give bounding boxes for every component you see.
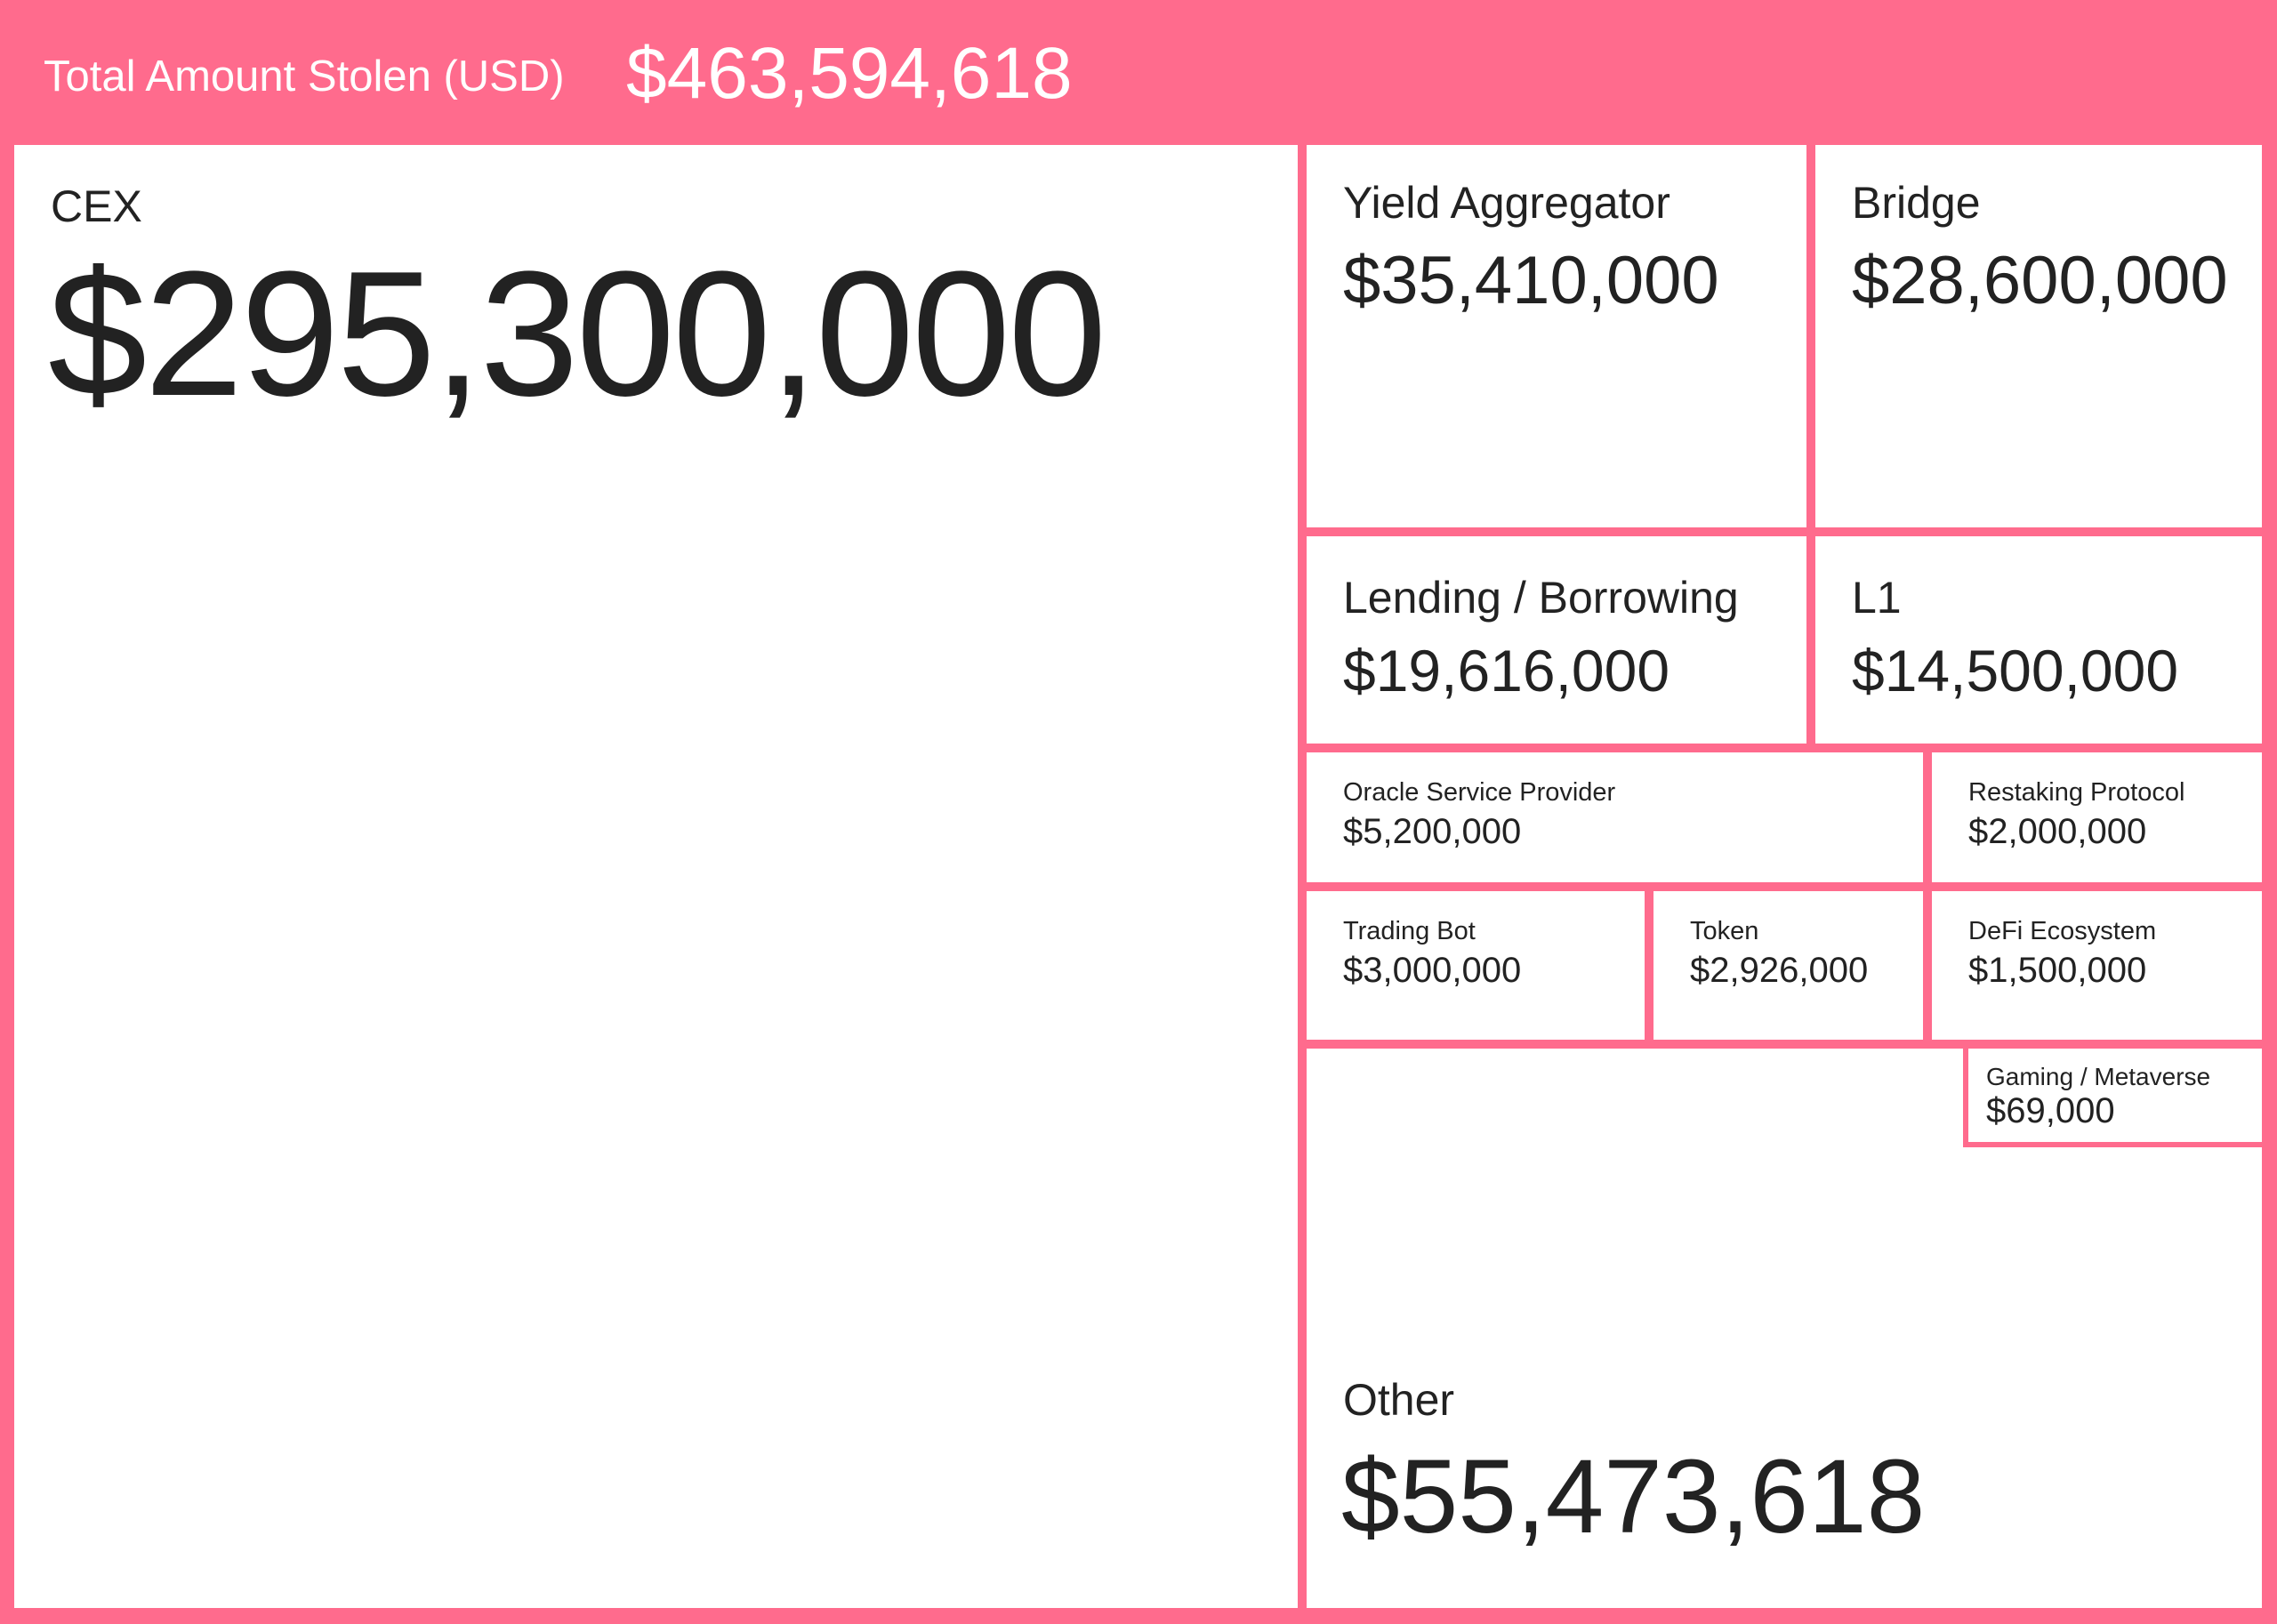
tile-value: $55,473,618 (1341, 1438, 1926, 1556)
treemap-tile-l1: L1 $14,500,000 (1815, 536, 2262, 744)
treemap-tile-restaking-protocol: Restaking Protocol $2,000,000 (1932, 752, 2262, 882)
tile-value: $295,300,000 (48, 235, 1106, 433)
treemap-tile-defi-ecosystem: DeFi Ecosystem $1,500,000 (1932, 891, 2262, 1040)
treemap-tile-trading-bot: Trading Bot $3,000,000 (1307, 891, 1645, 1040)
tile-label: Yield Aggregator (1343, 178, 1670, 228)
tile-label: Bridge (1852, 178, 1981, 228)
tile-label: DeFi Ecosystem (1968, 917, 2157, 945)
treemap-tile-cex: CEX $295,300,000 (14, 145, 1298, 1608)
treemap-tile-token: Token $2,926,000 (1653, 891, 1923, 1040)
treemap-tile-lending-borrowing: Lending / Borrowing $19,616,000 (1307, 536, 1806, 744)
tile-value: $69,000 (1986, 1091, 2115, 1130)
tile-label: Token (1690, 917, 1759, 945)
total-stolen-value: $463,594,618 (626, 33, 1073, 114)
tile-label: CEX (51, 181, 142, 231)
treemap-tile-bridge: Bridge $28,600,000 (1815, 145, 2262, 527)
tile-value: $2,000,000 (1968, 812, 2147, 851)
chart-header: Total Amount Stolen (USD) $463,594,618 (0, 0, 2277, 145)
tile-value: $19,616,000 (1343, 638, 1670, 703)
tile-value: $35,410,000 (1343, 243, 1719, 318)
tile-value: $14,500,000 (1852, 638, 2179, 703)
tile-value: $2,926,000 (1690, 951, 1869, 990)
tile-value: $3,000,000 (1343, 951, 1522, 990)
tile-label: L1 (1852, 573, 1902, 623)
treemap-tile-yield-aggregator: Yield Aggregator $35,410,000 (1307, 145, 1806, 527)
tile-value: $1,500,000 (1968, 951, 2147, 990)
tile-label: Gaming / Metaverse (1986, 1063, 2211, 1090)
treemap-tile-oracle-service-provider: Oracle Service Provider $5,200,000 (1307, 752, 1923, 882)
total-stolen-label: Total Amount Stolen (USD) (44, 52, 565, 100)
tile-label: Other (1343, 1375, 1455, 1425)
tile-label: Trading Bot (1343, 917, 1476, 945)
tile-value: $28,600,000 (1852, 243, 2228, 318)
tile-label: Lending / Borrowing (1343, 573, 1739, 623)
treemap-tile-gaming-metaverse: Gaming / Metaverse $69,000 (1968, 1049, 2262, 1142)
tile-label: Oracle Service Provider (1343, 778, 1616, 807)
tile-label: Restaking Protocol (1968, 778, 2185, 807)
tile-value: $5,200,000 (1343, 812, 1522, 851)
